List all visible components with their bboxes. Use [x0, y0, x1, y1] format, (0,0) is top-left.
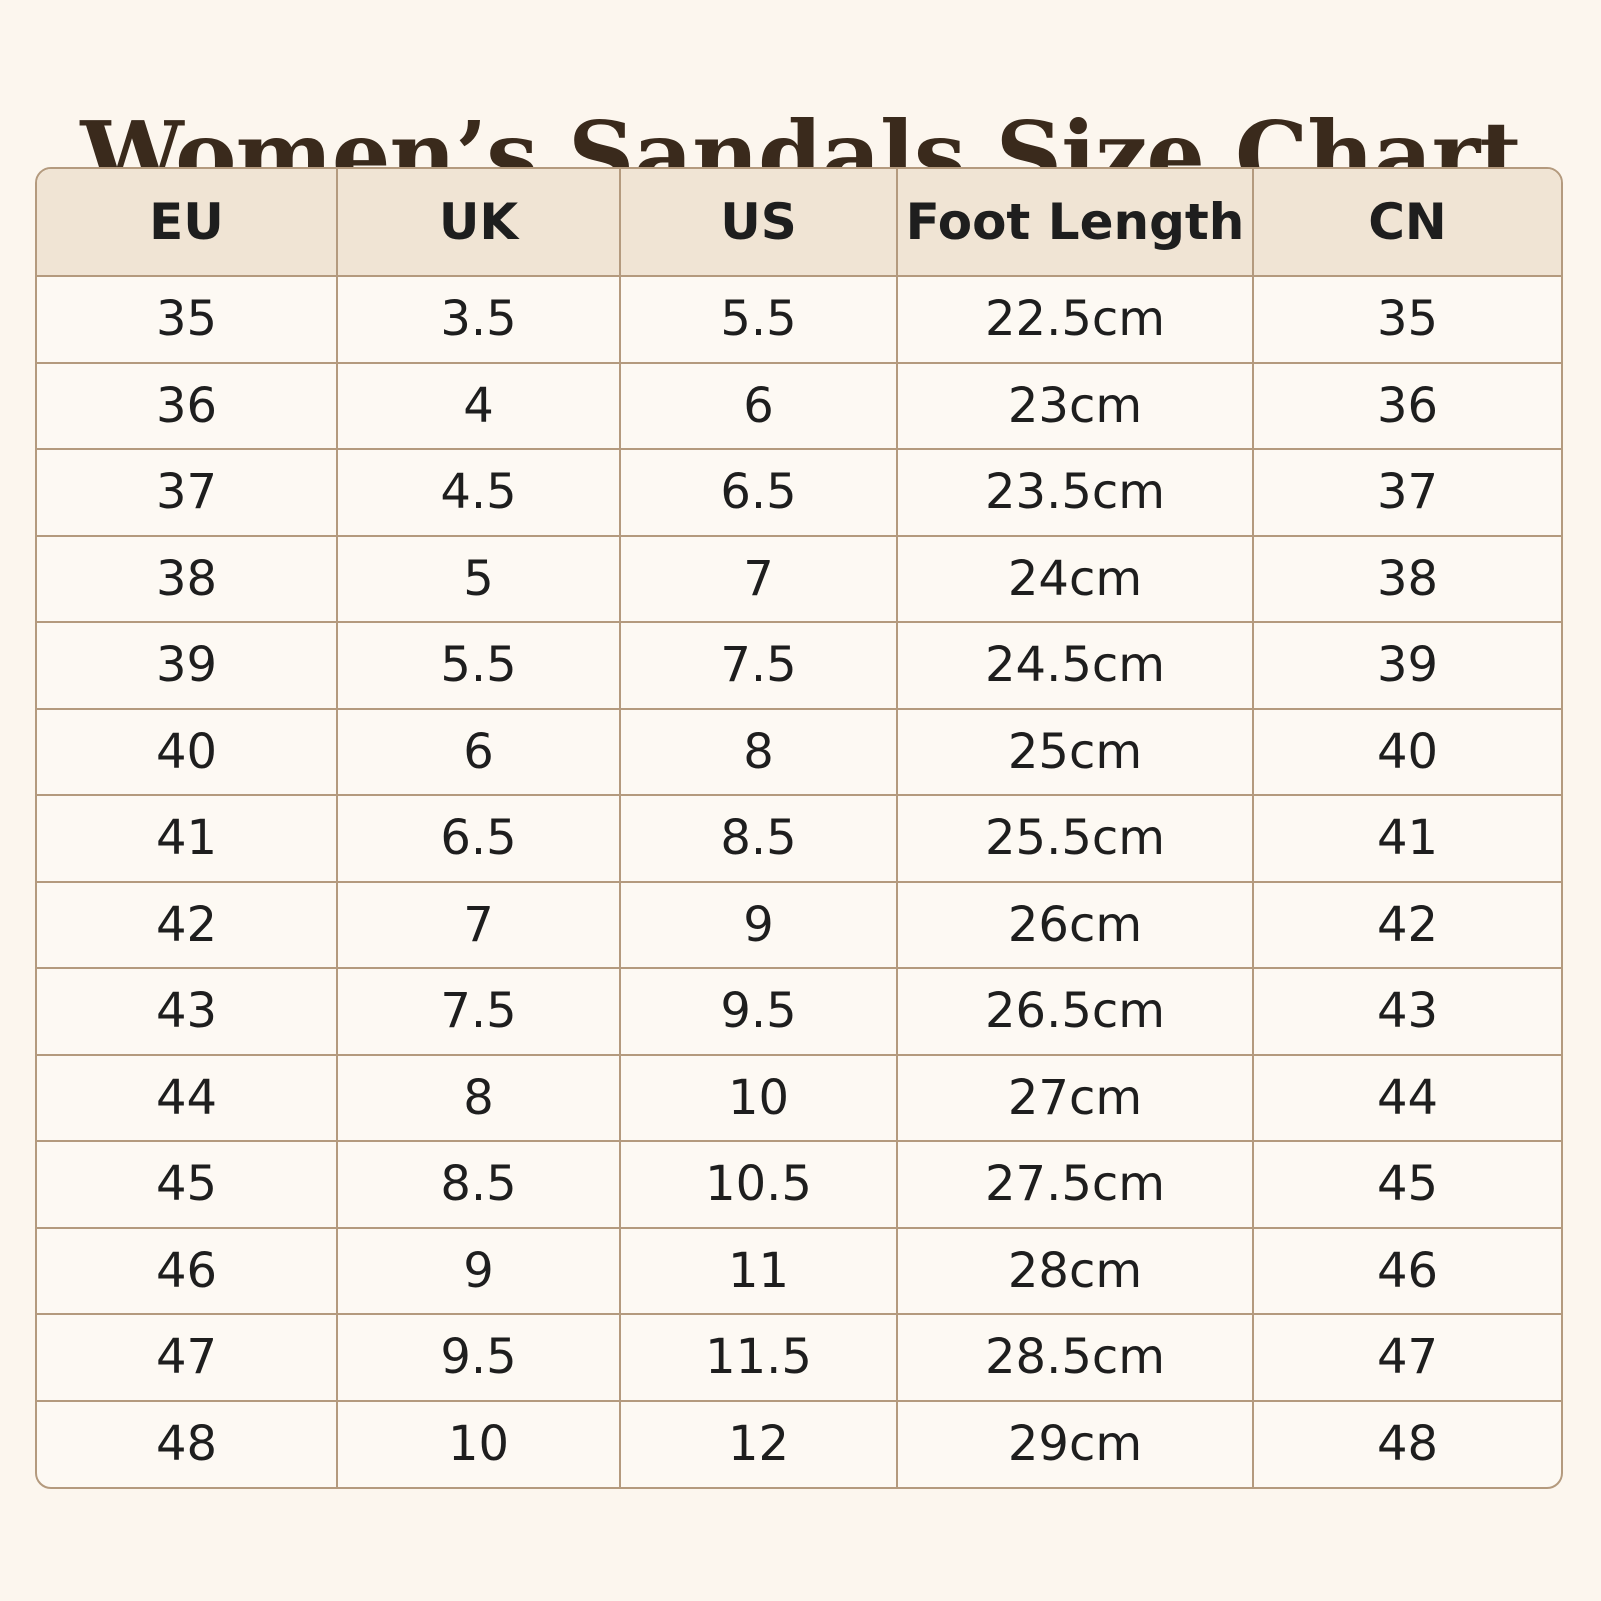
table-row: 46 9 11 28cm 46 [37, 1227, 1561, 1315]
column-header-uk: UK [337, 169, 621, 277]
table-row: 45 8.5 10.5 27.5cm 45 [37, 1141, 1561, 1229]
cell-eu: 39 [37, 622, 338, 710]
cell-us: 5.5 [620, 276, 898, 364]
cell-uk: 8 [337, 1054, 621, 1142]
cell-cn: 40 [1253, 708, 1561, 796]
cell-uk: 7 [337, 881, 621, 969]
table-row: 39 5.5 7.5 24.5cm 39 [37, 622, 1561, 710]
cell-foot-length: 23.5cm [897, 449, 1254, 537]
cell-us: 6.5 [620, 449, 898, 537]
cell-foot-length: 26cm [897, 881, 1254, 969]
cell-foot-length: 28cm [897, 1227, 1254, 1315]
table-body: 35 3.5 5.5 22.5cm 35 36 4 6 23cm 36 37 4.5 6.5 23.5cm… [37, 276, 1561, 1487]
cell-cn: 44 [1253, 1054, 1561, 1142]
cell-eu: 38 [37, 535, 338, 623]
cell-foot-length: 25cm [897, 708, 1254, 796]
cell-foot-length: 28.5cm [897, 1314, 1254, 1402]
column-header-foot-length: Foot Length [897, 169, 1254, 277]
cell-uk: 4.5 [337, 449, 621, 537]
cell-cn: 45 [1253, 1141, 1561, 1229]
cell-cn: 46 [1253, 1227, 1561, 1315]
cell-cn: 36 [1253, 362, 1561, 450]
table-row: 36 4 6 23cm 36 [37, 362, 1561, 450]
cell-uk: 9.5 [337, 1314, 621, 1402]
table-row: 38 5 7 24cm 38 [37, 535, 1561, 623]
cell-us: 9.5 [620, 968, 898, 1056]
size-chart-table-container: EU UK US Foot Length CN 35 3.5 5.5 22.5cm 35… [35, 167, 1563, 1489]
cell-us: 11.5 [620, 1314, 898, 1402]
size-chart-table: EU UK US Foot Length CN 35 3.5 5.5 22.5cm 35… [37, 169, 1561, 1487]
cell-uk: 10 [337, 1400, 621, 1487]
cell-eu: 48 [37, 1400, 338, 1487]
cell-foot-length: 22.5cm [897, 276, 1254, 364]
cell-uk: 9 [337, 1227, 621, 1315]
cell-cn: 38 [1253, 535, 1561, 623]
cell-eu: 40 [37, 708, 338, 796]
cell-eu: 43 [37, 968, 338, 1056]
cell-uk: 8.5 [337, 1141, 621, 1229]
cell-us: 8.5 [620, 795, 898, 883]
cell-eu: 46 [37, 1227, 338, 1315]
table-row: 35 3.5 5.5 22.5cm 35 [37, 276, 1561, 364]
cell-uk: 5 [337, 535, 621, 623]
cell-foot-length: 29cm [897, 1400, 1254, 1487]
cell-eu: 37 [37, 449, 338, 537]
cell-uk: 6 [337, 708, 621, 796]
cell-eu: 35 [37, 276, 338, 364]
cell-cn: 47 [1253, 1314, 1561, 1402]
cell-foot-length: 24cm [897, 535, 1254, 623]
column-header-us: US [620, 169, 898, 277]
cell-eu: 45 [37, 1141, 338, 1229]
cell-eu: 41 [37, 795, 338, 883]
cell-foot-length: 27.5cm [897, 1141, 1254, 1229]
cell-us: 6 [620, 362, 898, 450]
table-header-row: EU UK US Foot Length CN [37, 169, 1561, 277]
cell-uk: 6.5 [337, 795, 621, 883]
table-row: 48 10 12 29cm 48 [37, 1400, 1561, 1487]
cell-us: 7.5 [620, 622, 898, 710]
cell-foot-length: 24.5cm [897, 622, 1254, 710]
cell-cn: 37 [1253, 449, 1561, 537]
cell-us: 7 [620, 535, 898, 623]
column-header-cn: CN [1253, 169, 1561, 277]
table-row: 40 6 8 25cm 40 [37, 708, 1561, 796]
cell-foot-length: 26.5cm [897, 968, 1254, 1056]
table-row: 43 7.5 9.5 26.5cm 43 [37, 968, 1561, 1056]
cell-us: 9 [620, 881, 898, 969]
cell-us: 8 [620, 708, 898, 796]
cell-uk: 4 [337, 362, 621, 450]
table-row: 44 8 10 27cm 44 [37, 1054, 1561, 1142]
cell-uk: 3.5 [337, 276, 621, 364]
cell-us: 10 [620, 1054, 898, 1142]
cell-cn: 35 [1253, 276, 1561, 364]
cell-eu: 47 [37, 1314, 338, 1402]
table-row: 37 4.5 6.5 23.5cm 37 [37, 449, 1561, 537]
cell-us: 12 [620, 1400, 898, 1487]
cell-us: 10.5 [620, 1141, 898, 1229]
cell-cn: 42 [1253, 881, 1561, 969]
cell-cn: 48 [1376, 1416, 1439, 1473]
cell-uk: 7.5 [337, 968, 621, 1056]
cell-cn: 43 [1253, 968, 1561, 1056]
cell-cn: 41 [1253, 795, 1561, 883]
column-header-eu: EU [37, 169, 338, 277]
table-row: 42 7 9 26cm 42 [37, 881, 1561, 969]
cell-cn: 39 [1253, 622, 1561, 710]
cell-eu: 44 [37, 1054, 338, 1142]
cell-foot-length: 23cm [897, 362, 1254, 450]
table-row: 41 6.5 8.5 25.5cm 41 [37, 795, 1561, 883]
table-row: 47 9.5 11.5 28.5cm 47 [37, 1314, 1561, 1402]
cell-uk: 5.5 [337, 622, 621, 710]
cell-foot-length: 25.5cm [897, 795, 1254, 883]
cell-eu: 36 [37, 362, 338, 450]
cell-us: 11 [620, 1227, 898, 1315]
cell-eu: 42 [37, 881, 338, 969]
cell-foot-length: 27cm [897, 1054, 1254, 1142]
